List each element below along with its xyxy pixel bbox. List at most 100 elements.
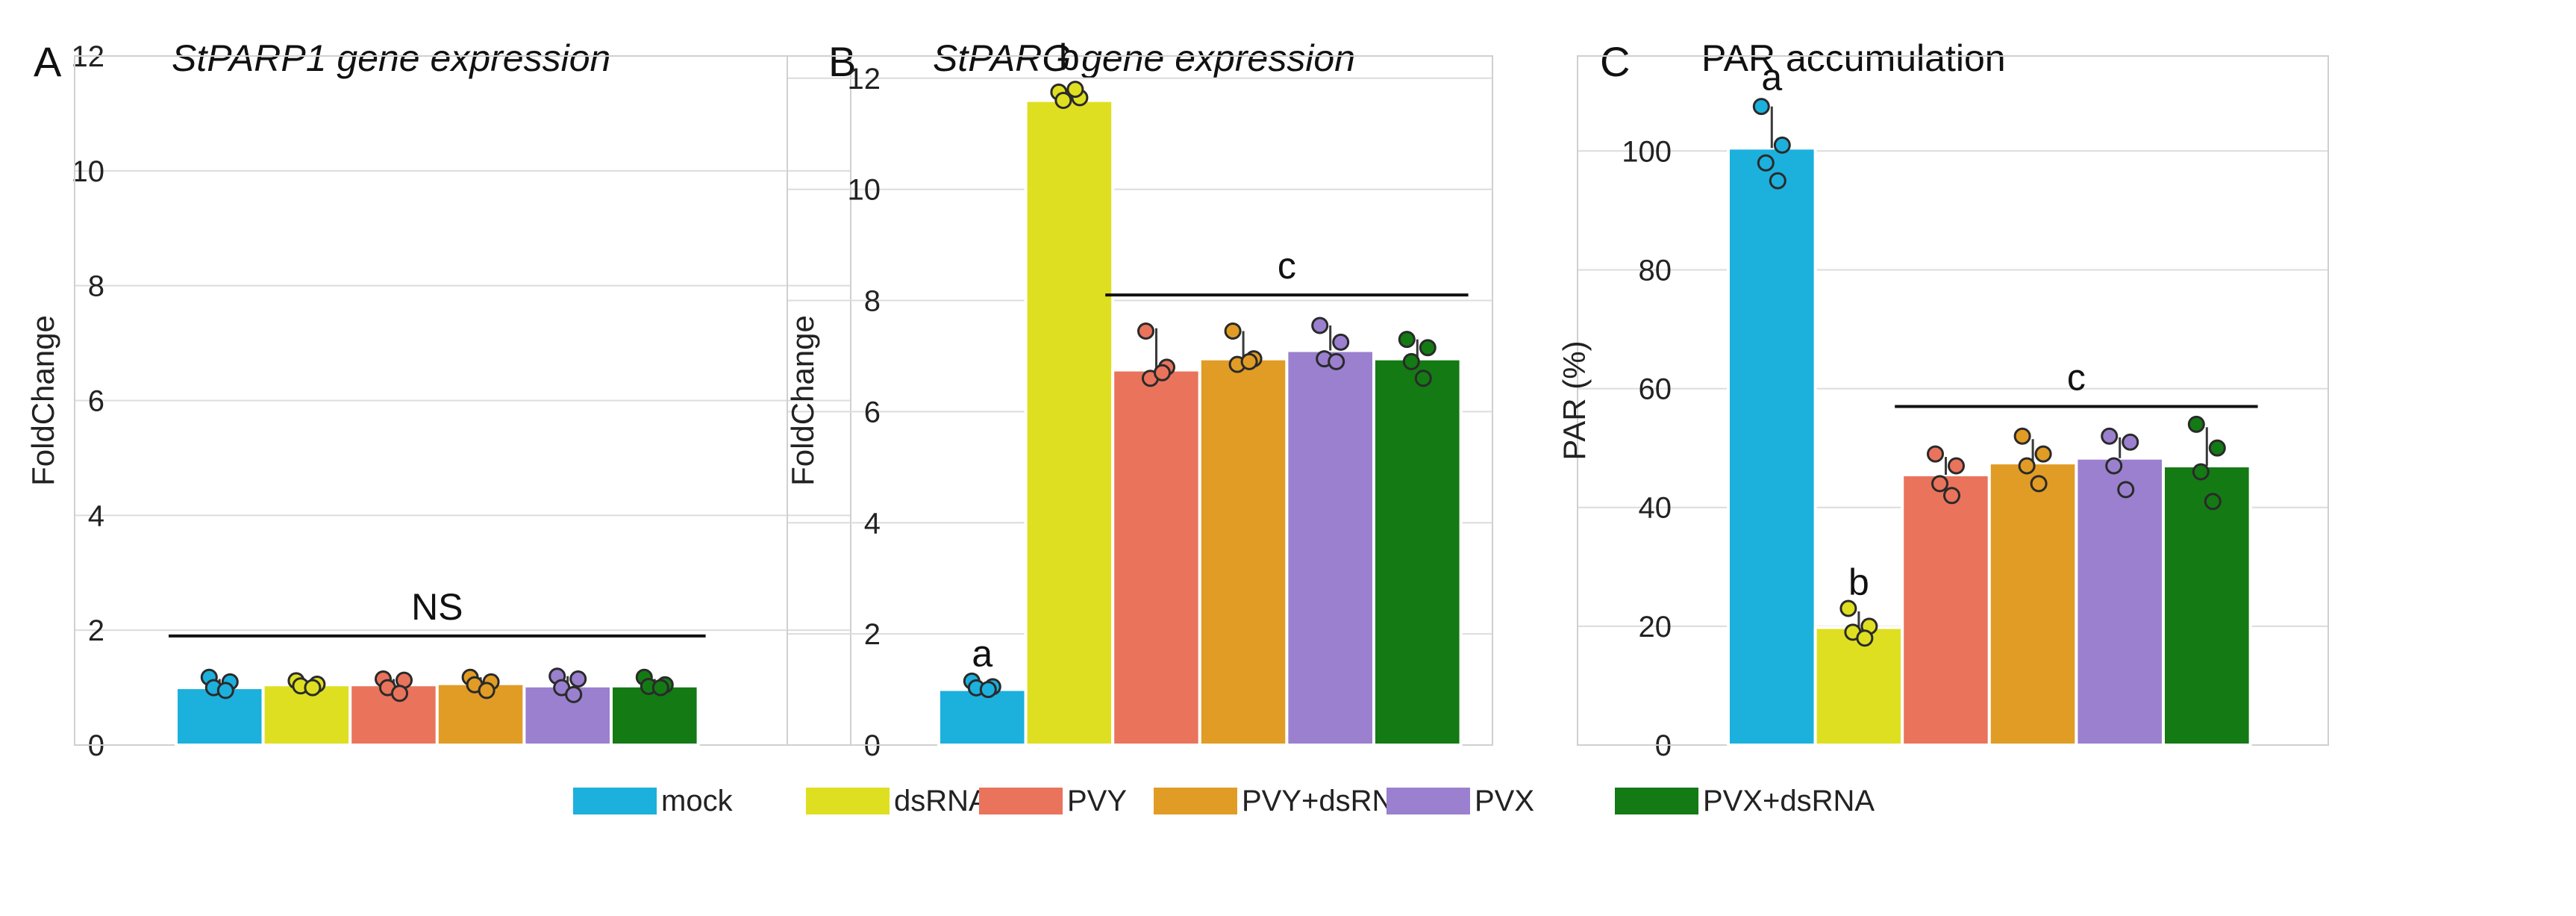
y-tick-label: 8 <box>864 285 881 318</box>
panel-letter: B <box>828 38 856 85</box>
significance-letter: b <box>1059 37 1080 78</box>
y-tick-label: 2 <box>88 614 104 647</box>
data-point <box>1402 352 1420 370</box>
significance-letter: a <box>972 633 992 675</box>
legend-label: PVY+dsRNA <box>1242 785 1413 817</box>
legend-label: mock <box>661 785 734 817</box>
y-tick-label: 4 <box>88 499 104 532</box>
data-point <box>1240 352 1258 370</box>
data-point <box>304 679 322 697</box>
bar-pvy <box>1901 473 1991 747</box>
data-point <box>1328 352 1345 370</box>
legend-swatch <box>1615 788 1698 814</box>
legend-label: PVX <box>1475 785 1534 817</box>
data-point <box>1066 81 1084 99</box>
data-point <box>2208 439 2226 457</box>
y-tick-label: 6 <box>88 385 104 418</box>
data-point <box>391 685 408 702</box>
panel-title: PAR accumulation <box>1701 37 2006 79</box>
panel-title: StPARP1 gene expression <box>172 37 610 79</box>
data-point <box>1311 317 1329 334</box>
data-point <box>1856 629 1874 647</box>
legend-label: PVY <box>1067 785 1127 817</box>
group-label: c <box>1278 245 1296 287</box>
y-tick-label: 2 <box>864 618 881 651</box>
data-point <box>1414 370 1432 387</box>
y-axis-label: FoldChange <box>785 315 820 486</box>
bar-mock <box>1727 146 1817 747</box>
y-axis-label: PAR (%) <box>1557 340 1592 460</box>
legend-swatch <box>1154 788 1237 814</box>
data-point <box>569 670 587 688</box>
data-point <box>1154 364 1171 381</box>
legend-swatch <box>573 788 657 814</box>
data-point <box>2034 445 2052 463</box>
data-point <box>1398 331 1416 349</box>
group-label: NS <box>411 586 463 628</box>
data-point <box>1948 457 1965 475</box>
y-tick-label: 20 <box>1639 611 1672 644</box>
data-point <box>979 681 997 699</box>
y-tick-label: 8 <box>88 270 104 303</box>
data-point <box>2204 493 2222 511</box>
panel-title: StPARG gene expression <box>933 37 1355 79</box>
y-tick-label: 12 <box>848 63 881 96</box>
bar-pvx <box>1285 349 1376 747</box>
bar-pvy-plus-dsrna <box>1198 357 1289 747</box>
data-point <box>2013 427 2031 445</box>
panel-b: B StPARG gene expression024681012FoldChan… <box>785 37 1493 762</box>
data-point <box>1137 322 1154 340</box>
y-tick-label: 100 <box>1622 135 1672 168</box>
data-point <box>2105 457 2123 475</box>
legend-label: PVX+dsRNA <box>1703 785 1875 817</box>
data-point <box>1773 136 1791 154</box>
data-point <box>1332 333 1350 351</box>
y-tick-label: 40 <box>1639 492 1672 525</box>
data-point <box>1931 475 1948 493</box>
bar-dsrna <box>261 683 352 747</box>
significance-letter: a <box>1761 57 1782 99</box>
data-point <box>216 682 234 700</box>
data-point <box>1224 322 1242 340</box>
y-tick-label: 4 <box>864 507 881 540</box>
data-point <box>1943 487 1960 505</box>
panel-a: A StPARP1 gene expression024681012FoldCha… <box>25 37 851 762</box>
bar-mock <box>937 688 1028 747</box>
bar-pvx <box>2075 456 2165 747</box>
group-label: c <box>2067 356 2086 398</box>
data-point <box>1054 92 1072 110</box>
bar-dsrna <box>1813 626 1904 747</box>
data-point <box>1769 172 1786 190</box>
bar-pvx-plus-dsrna <box>610 684 700 747</box>
y-tick-label: 10 <box>72 155 105 188</box>
data-point <box>1419 339 1437 357</box>
y-axis-label: FoldChange <box>25 315 60 486</box>
legend-swatch <box>806 788 890 814</box>
data-point <box>1752 98 1770 116</box>
bar-pvx-plus-dsrna <box>2162 464 2252 747</box>
panel-letter: C <box>1600 38 1630 85</box>
data-point <box>1757 154 1775 172</box>
data-point <box>2192 463 2210 481</box>
y-tick-label: 60 <box>1639 373 1672 406</box>
y-tick-label: 80 <box>1639 254 1672 287</box>
data-point <box>565 685 583 703</box>
bar-pvx-plus-dsrna <box>1372 357 1463 747</box>
significance-letter: b <box>1848 561 1869 603</box>
legend-label: dsRNA <box>894 785 989 817</box>
data-point <box>2187 415 2205 433</box>
legend: mock dsRNA PVY PVY+dsRNA PVX PVX+dsRNA <box>573 785 1875 817</box>
panel-letter: A <box>34 38 62 85</box>
data-point <box>1927 445 1944 463</box>
data-point <box>2018 457 2036 475</box>
data-point <box>2122 433 2139 451</box>
data-point <box>651 679 669 697</box>
y-tick-label: 10 <box>848 174 881 207</box>
data-point <box>1839 599 1857 617</box>
bar-pvy-plus-dsrna <box>1987 461 2078 747</box>
bar-dsrna <box>1024 99 1115 747</box>
legend-swatch <box>979 788 1063 814</box>
data-point <box>2117 481 2135 499</box>
